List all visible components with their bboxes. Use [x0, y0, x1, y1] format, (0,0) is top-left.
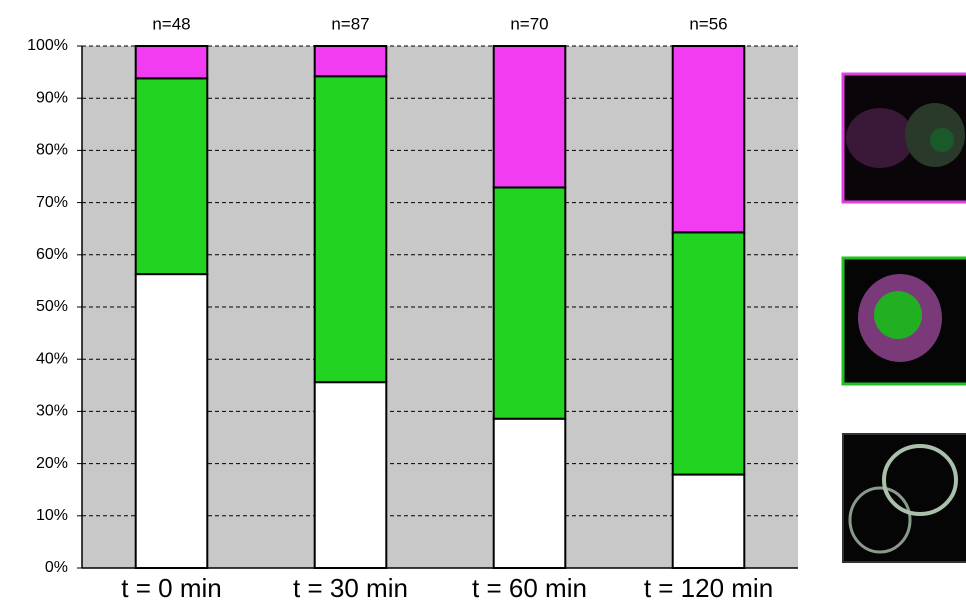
y-tick-label: 10%	[36, 507, 68, 524]
x-tick-label: t = 30 min	[293, 573, 408, 603]
annotation: n=87	[331, 14, 369, 33]
bar-segment	[494, 46, 566, 187]
bar-segment	[315, 76, 387, 382]
y-tick-label: 100%	[27, 37, 68, 54]
bar-segment	[673, 232, 745, 474]
annotation: n=70	[510, 14, 548, 33]
y-tick-label: 90%	[36, 89, 68, 106]
bar-segment	[136, 78, 208, 274]
micrograph-panels	[843, 74, 966, 562]
bar-segment	[136, 46, 208, 78]
annotation: n=56	[689, 14, 727, 33]
annotation: n=48	[152, 14, 190, 33]
y-tick-label: 70%	[36, 194, 68, 211]
x-tick-label: t = 0 min	[121, 573, 221, 603]
bar-segment	[673, 475, 745, 568]
x-tick-label: t = 120 min	[644, 573, 773, 603]
bar-segment	[494, 187, 566, 418]
y-tick-label: 50%	[36, 298, 68, 315]
bar-segment	[315, 46, 387, 76]
x-tick-label: t = 60 min	[472, 573, 587, 603]
bar-segment	[494, 419, 566, 568]
nucleus	[874, 291, 922, 339]
y-tick-label: 30%	[36, 403, 68, 420]
micrograph-gray	[843, 434, 966, 562]
y-tick-label: 40%	[36, 350, 68, 367]
y-tick-label: 80%	[36, 142, 68, 159]
chart: 0% 10% 20% 30% 40% 50% 60% 70% 80% 90% 100% t = 0 m…	[0, 0, 966, 608]
y-tick-label: 0%	[45, 559, 68, 576]
nucleus	[930, 128, 954, 152]
bar-segment	[136, 274, 208, 568]
y-tick-label: 60%	[36, 246, 68, 263]
cell	[846, 108, 914, 168]
y-tick-label: 20%	[36, 455, 68, 472]
bar-segment	[315, 382, 387, 568]
bar-segment	[673, 46, 745, 232]
